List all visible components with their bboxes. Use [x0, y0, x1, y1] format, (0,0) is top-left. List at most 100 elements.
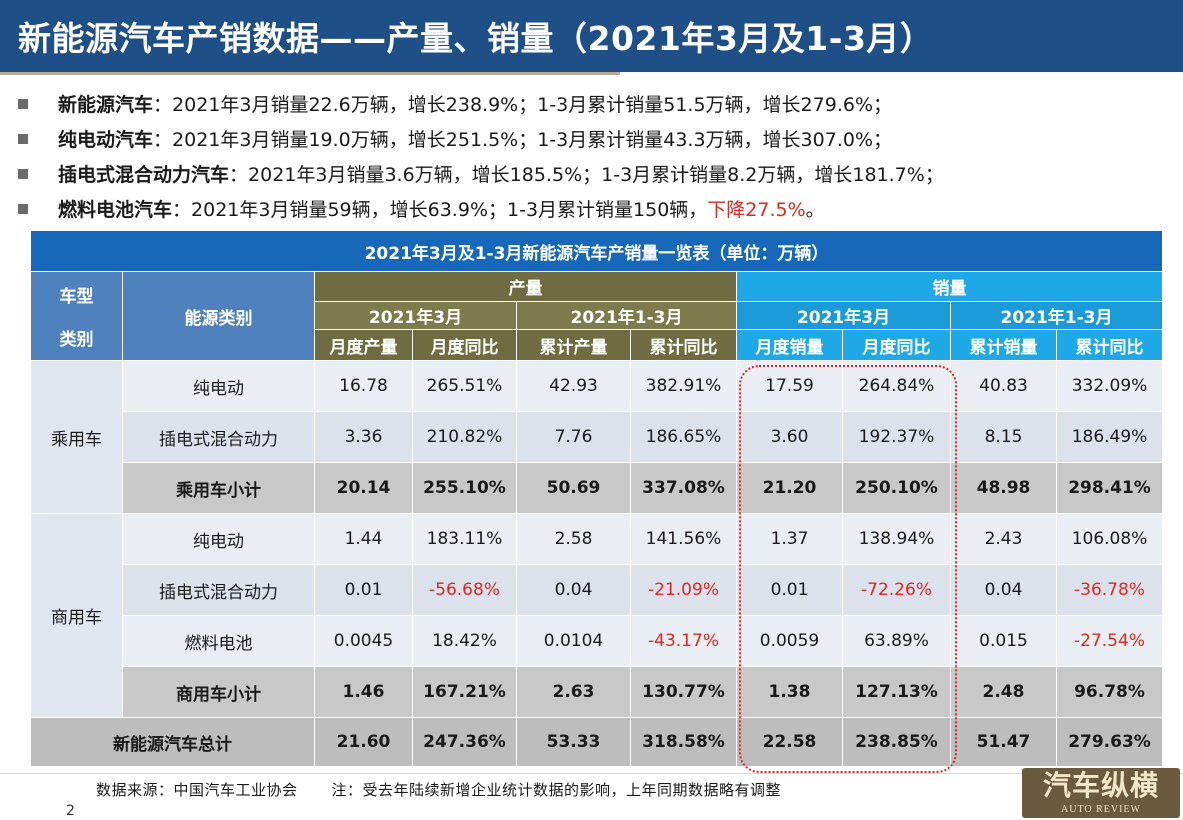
bullet-item: 纯电动汽车 ：2021年3月销量19.0万辆，增长251.5%；1-3月累计销量4…	[18, 121, 1183, 156]
data-cell: 141.56%	[630, 513, 737, 565]
data-cell: 247.36%	[412, 717, 517, 767]
header-row: 月度产量 月度同比 累计产量 累计同比 月度销量 月度同比 累计销量 累计同比	[31, 329, 1164, 361]
header-production: 产量	[314, 271, 737, 302]
header-sales: 销量	[735, 271, 1164, 302]
data-cell: -72.26%	[842, 564, 951, 616]
data-cell: 298.41%	[1055, 462, 1164, 514]
data-cell: 1.44	[314, 513, 413, 565]
column-header: 累计同比	[1055, 329, 1164, 361]
data-cell: 127.13%	[842, 666, 951, 718]
data-cell: 183.11%	[412, 513, 517, 565]
bullet-name: 插电式混合动力汽车	[58, 164, 230, 186]
data-cell: 53.33	[516, 717, 631, 767]
logo-chinese: 汽车纵横	[1042, 769, 1159, 802]
data-cell: -56.68%	[412, 564, 517, 616]
data-cell: 51.47	[950, 717, 1057, 767]
sales-table: 2021年3月及1-3月新能源汽车产销量一览表（单位：万辆） 车型 类别 能源类…	[29, 230, 1164, 767]
data-cell: 279.63%	[1055, 717, 1164, 767]
bullet-text: ：2021年3月销量3.6万辆，增长185.5%；1-3月累计销量8.2万辆，增…	[229, 164, 944, 186]
energy-cell: 纯电动	[122, 360, 315, 412]
data-cell: 0.0045	[314, 615, 413, 667]
column-header: 月度同比	[842, 329, 951, 361]
data-cell: 22.58	[736, 717, 843, 767]
table-row: 插电式混合动力 3.36 210.82% 7.76 186.65% 3.60 192.37…	[31, 411, 1164, 463]
table-row: 商用车小计 1.46 167.21% 2.63 130.77% 1.38 127.13% 2…	[31, 666, 1164, 718]
header-energy-type: 能源类别	[122, 271, 315, 361]
column-header: 累计销量	[950, 329, 1057, 361]
page-number: 2	[66, 803, 75, 819]
data-cell: 3.60	[736, 411, 843, 463]
data-cell: 238.85%	[842, 717, 951, 767]
source-note: 数据来源：中国汽车工业协会	[96, 781, 298, 799]
bullet-text: ：2021年3月销量19.0万辆，增长251.5%；1-3月累计销量43.3万辆…	[153, 129, 892, 151]
header-row: 2021年3月 2021年1-3月 2021年3月 2021年1-3月	[31, 301, 1164, 330]
header-vehicle-type: 车型 类别	[30, 271, 123, 361]
header-sales-month: 2021年3月	[736, 301, 951, 330]
bullet-text: ：2021年3月销量22.6万辆，增长238.9%；1-3月累计销量51.5万辆…	[153, 94, 892, 116]
data-cell: 264.84%	[842, 360, 951, 412]
data-cell: 1.46	[314, 666, 413, 718]
data-cell: 186.65%	[630, 411, 737, 463]
data-cell: 255.10%	[412, 462, 517, 514]
sales-table-container: 2021年3月及1-3月新能源汽车产销量一览表（单位：万辆） 车型 类别 能源类…	[29, 230, 1164, 767]
data-cell: 8.15	[950, 411, 1057, 463]
title-bar: 新能源汽车产销数据——产量、销量（2021年3月及1-3月）	[0, 0, 1183, 72]
page-title: 新能源汽车产销数据——产量、销量（2021年3月及1-3月）	[18, 19, 934, 58]
data-cell: -27.54%	[1055, 615, 1164, 667]
data-cell: 20.14	[314, 462, 413, 514]
data-cell: -36.78%	[1055, 564, 1164, 616]
bullet-item: 新能源汽车 ：2021年3月销量22.6万辆，增长238.9%；1-3月累计销量5…	[18, 86, 1183, 121]
bullet-text: ：2021年3月销量59辆，增长63.9%；1-3月累计销量150辆，	[172, 199, 708, 221]
data-cell: 186.49%	[1055, 411, 1164, 463]
data-cell: 2.48	[950, 666, 1057, 718]
energy-cell: 插电式混合动力	[122, 564, 315, 616]
data-cell: 21.60	[314, 717, 413, 767]
data-cell: 382.91%	[630, 360, 737, 412]
data-cell: 0.015	[950, 615, 1057, 667]
footer-divider	[0, 773, 1183, 774]
column-header: 累计产量	[516, 329, 631, 361]
data-cell: 18.42%	[412, 615, 517, 667]
summary-bullets: 新能源汽车 ：2021年3月销量22.6万辆，增长238.9%；1-3月累计销量5…	[18, 86, 1183, 226]
data-cell: 1.38	[736, 666, 843, 718]
data-cell: 192.37%	[842, 411, 951, 463]
adjustment-note: 注：受去年陆续新增企业统计数据的影响，上年同期数据略有调整	[331, 781, 782, 799]
data-cell: 106.08%	[1055, 513, 1164, 565]
data-cell: 0.04	[516, 564, 631, 616]
data-cell: 318.58%	[630, 717, 737, 767]
data-cell: 265.51%	[412, 360, 517, 412]
header-vehicle-line1: 车型	[59, 287, 94, 307]
bullet-name: 新能源汽车	[58, 94, 154, 116]
data-cell: 42.93	[516, 360, 631, 412]
data-cell: 210.82%	[412, 411, 517, 463]
data-cell: 3.36	[314, 411, 413, 463]
table-row: 乘用车小计 20.14 255.10% 50.69 337.08% 21.20 250.1…	[31, 462, 1164, 514]
energy-cell: 乘用车小计	[122, 462, 315, 514]
logo-english: AUTO REVIEW	[1061, 804, 1141, 815]
square-bullet-icon	[18, 98, 28, 109]
data-cell: 21.20	[736, 462, 843, 514]
header-row: 车型 类别 能源类别 产量 销量	[30, 271, 1164, 361]
bullet-item: 燃料电池汽车 ：2021年3月销量59辆，增长63.9%；1-3月累计销量150辆…	[18, 191, 1183, 226]
table-row: 商用车 纯电动 1.44 183.11% 2.58 141.56% 1.37 138.94…	[30, 513, 1164, 718]
bullet-name: 燃料电池汽车	[58, 199, 173, 221]
data-cell: 63.89%	[842, 615, 951, 667]
table-caption: 2021年3月及1-3月新能源汽车产销量一览表（单位：万辆）	[29, 230, 1164, 272]
square-bullet-icon	[18, 133, 28, 144]
footer: 数据来源：中国汽车工业协会 注：受去年陆续新增企业统计数据的影响，上年同期数据略有…	[96, 779, 781, 800]
data-cell: -43.17%	[630, 615, 737, 667]
auto-review-logo: 汽车纵横 AUTO REVIEW	[1022, 768, 1180, 818]
data-cell: 48.98	[950, 462, 1057, 514]
data-cell: 1.37	[736, 513, 843, 565]
header-sales-ytd: 2021年1-3月	[949, 301, 1164, 330]
column-header: 月度同比	[412, 329, 517, 361]
header-production-ytd: 2021年1-3月	[516, 301, 737, 330]
data-cell: 40.83	[950, 360, 1057, 412]
title-divider	[0, 72, 620, 75]
square-bullet-icon	[18, 168, 28, 179]
square-bullet-icon	[18, 203, 28, 214]
data-cell: 50.69	[516, 462, 631, 514]
column-header: 月度产量	[314, 329, 413, 361]
data-cell: 0.01	[314, 564, 413, 616]
bullet-tail: 。	[805, 199, 825, 221]
